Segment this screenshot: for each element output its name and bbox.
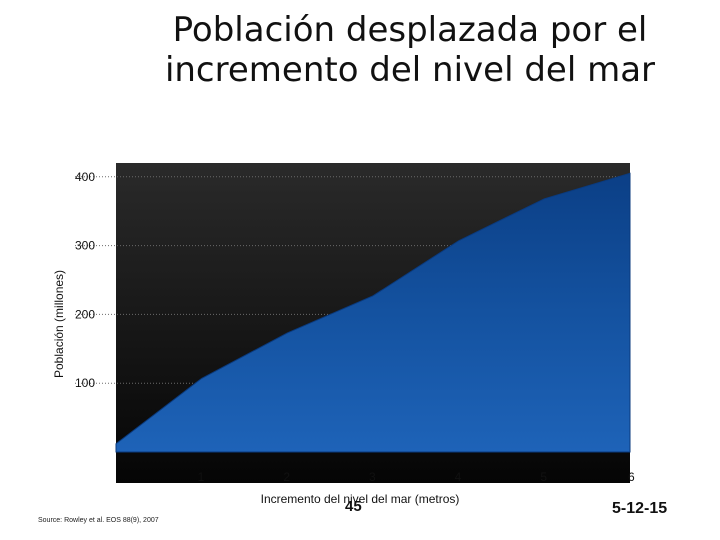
- area-series-fill: [115, 172, 631, 453]
- chart-title: Población desplazada por el incremento d…: [164, 10, 656, 90]
- y-tick-label: 100: [75, 376, 95, 390]
- area-series: [115, 172, 631, 453]
- y-tick-labels: 100 200 300 400: [75, 170, 95, 390]
- x-tick-label: 3: [369, 470, 376, 484]
- y-tick-label: 200: [75, 307, 95, 321]
- x-axis-label: Incremento del nivel del mar (metros): [260, 492, 460, 506]
- page-number: 45: [345, 498, 362, 515]
- slide-code: 5-12-15: [612, 500, 668, 517]
- y-tick-label: 300: [75, 239, 95, 253]
- x-tick-labels: 1 2 3 4 5 6: [198, 470, 635, 484]
- y-tick-label: 400: [75, 170, 95, 184]
- x-tick-label: 1: [198, 470, 205, 484]
- source-citation: Source: Rowley et al. EOS 88(9), 2007: [38, 517, 159, 524]
- x-tick-label: 5: [540, 470, 547, 484]
- x-tick-label: 2: [283, 470, 290, 484]
- x-tick-label: 6: [628, 470, 635, 484]
- x-tick-label: 4: [455, 470, 462, 484]
